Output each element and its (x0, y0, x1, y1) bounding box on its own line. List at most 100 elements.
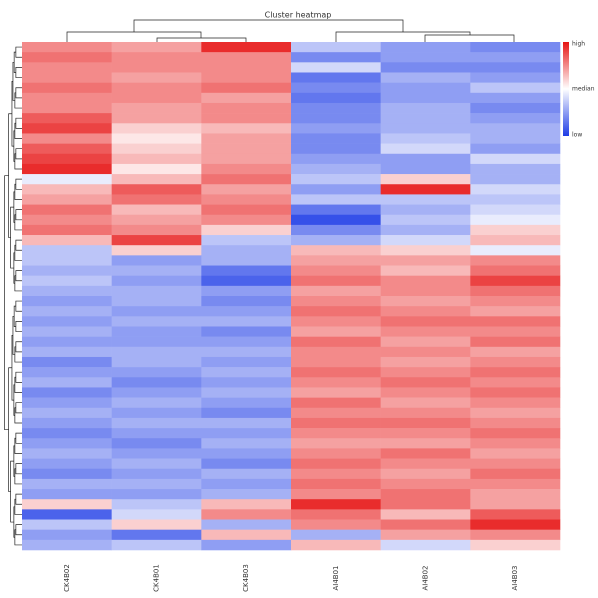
heatmap-cell (201, 509, 292, 520)
heatmap-cell (111, 163, 202, 175)
heatmap-cell (380, 265, 471, 276)
heatmap-cell (470, 306, 561, 317)
heatmap-cell (291, 377, 381, 388)
heatmap-cell (111, 478, 202, 490)
heatmap-cell (111, 102, 202, 114)
heatmap-cell (22, 539, 112, 551)
heatmap-cell (380, 275, 471, 287)
heatmap-cell (22, 448, 112, 459)
heatmap-cell (111, 42, 202, 53)
heatmap-cell (111, 184, 202, 195)
heatmap-cell (291, 367, 381, 378)
heatmap-cell (380, 519, 471, 530)
row-dendrogram-branch (15, 209, 22, 221)
heatmap-cell (380, 174, 471, 185)
heatmap-cell (380, 62, 471, 73)
heatmap-cell (470, 255, 561, 266)
heatmap-cell (22, 458, 112, 470)
heatmap-cell (380, 509, 471, 520)
heatmap-cell (111, 143, 202, 155)
heatmap-cell (380, 356, 471, 368)
heatmap-cell (201, 397, 292, 409)
heatmap-cell (22, 235, 112, 246)
heatmap-cell (111, 306, 202, 317)
heatmap-cell (201, 204, 292, 216)
heatmap-cell (22, 42, 112, 53)
heatmap-cell (470, 509, 561, 520)
heatmap-cell (22, 428, 112, 439)
heatmap-cell (22, 519, 112, 530)
heatmap-cell (470, 397, 561, 409)
row-dendrogram-branch (15, 463, 22, 475)
heatmap-cell (291, 245, 381, 256)
heatmap-cell (470, 438, 561, 449)
heatmap-cell (111, 285, 202, 297)
heatmap-cell (470, 296, 561, 307)
column-label: CK4B03 (242, 564, 250, 592)
heatmap-cell (201, 458, 292, 470)
heatmap-cell (22, 326, 112, 337)
heatmap-cell (380, 458, 471, 470)
heatmap-cell (470, 153, 561, 165)
heatmap-cell (291, 133, 381, 144)
heatmap-cell (291, 184, 381, 195)
heatmap-cell (111, 204, 202, 216)
heatmap-cell (111, 448, 202, 459)
heatmap-cell (380, 326, 471, 337)
colorbar-label: high (572, 41, 585, 48)
heatmap-cell (470, 72, 561, 83)
heatmap-cell (111, 539, 202, 551)
heatmap-cell (380, 336, 471, 348)
heatmap-cell (201, 42, 292, 53)
column-label: AI4B01 (332, 565, 340, 590)
row-dendrogram-branch (15, 239, 22, 251)
heatmap-cell (111, 123, 202, 134)
heatmap-cell (380, 397, 471, 409)
heatmap-cell (380, 428, 471, 439)
heatmap-cell (22, 356, 112, 368)
heatmap-cell (470, 367, 561, 378)
heatmap-cell (380, 285, 471, 297)
heatmap-cell (201, 214, 292, 226)
heatmap-cell (380, 163, 471, 175)
heatmap-cell (201, 82, 292, 94)
heatmap-cell (201, 92, 292, 104)
heatmap-cell (470, 62, 561, 73)
heatmap-cell (201, 62, 292, 73)
heatmap-cell (291, 123, 381, 134)
heatmap-cell (291, 285, 381, 297)
heatmap-cell (22, 113, 112, 124)
heatmap-cell (22, 194, 112, 205)
heatmap-cell (470, 102, 561, 114)
heatmap-cell (111, 133, 202, 144)
heatmap-cell (380, 529, 471, 541)
heatmap-cell (470, 417, 561, 429)
heatmap-cell (470, 163, 561, 175)
row-dendrogram-branch (15, 148, 22, 160)
heatmap-cell (111, 397, 202, 409)
heatmap-cell (111, 468, 202, 480)
heatmap-cell (470, 224, 561, 236)
heatmap-cell (22, 123, 112, 134)
heatmap-cell (111, 153, 202, 165)
heatmap-cell (470, 346, 561, 358)
heatmap-cell (380, 235, 471, 246)
heatmap-cell (22, 499, 112, 510)
heatmap-cell (111, 62, 202, 73)
heatmap-cell (111, 92, 202, 104)
heatmap-cell (201, 174, 292, 185)
colorbar-label: median (572, 86, 595, 93)
heatmap-cell (201, 72, 292, 83)
heatmap-cell (22, 163, 112, 175)
heatmap-cell (380, 245, 471, 256)
heatmap-cell (470, 143, 561, 155)
heatmap-cell (111, 458, 202, 470)
heatmap-cell (201, 153, 292, 165)
heatmap-cell (111, 428, 202, 439)
heatmap-cell (470, 326, 561, 337)
heatmap-cell (380, 113, 471, 124)
heatmap-cell (380, 204, 471, 216)
heatmap-cell (380, 417, 471, 429)
heatmap-cell (291, 458, 381, 470)
heatmap-cell (111, 316, 202, 327)
